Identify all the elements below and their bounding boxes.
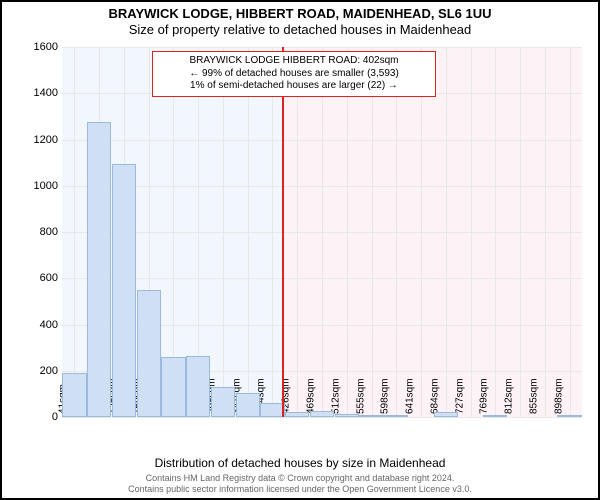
histogram-bar: [112, 164, 136, 417]
gridline-v: [74, 47, 75, 417]
gridline-v: [471, 47, 472, 417]
histogram-bar: [384, 415, 408, 417]
chart-container: BRAYWICK LODGE, HIBBERT ROAD, MAIDENHEAD…: [0, 0, 600, 500]
x-tick-label: 641sqm: [405, 378, 416, 417]
histogram-bar: [285, 412, 309, 417]
histogram-bar: [137, 290, 161, 417]
y-tick-label: 1400: [34, 87, 62, 99]
y-tick-label: 1000: [34, 180, 62, 192]
gridline-v: [545, 47, 546, 417]
gridline-v: [297, 47, 298, 417]
annotation-box: BRAYWICK LODGE HIBBERT ROAD: 402sqm← 99%…: [152, 51, 436, 97]
x-tick-label: 555sqm: [355, 378, 366, 417]
y-tick-label: 200: [40, 365, 62, 377]
x-axis-title: Distribution of detached houses by size …: [2, 456, 598, 470]
annotation-line2: ← 99% of detached houses are smaller (3,…: [159, 68, 429, 81]
gridline-h: [62, 417, 582, 418]
y-tick-label: 800: [40, 226, 62, 238]
footer-line2: Contains public sector information licen…: [2, 484, 598, 495]
x-tick-label: 898sqm: [553, 378, 564, 417]
annotation-line1: BRAYWICK LODGE HIBBERT ROAD: 402sqm: [159, 55, 429, 68]
gridline-v: [446, 47, 447, 417]
gridline-v: [495, 47, 496, 417]
histogram-bar: [359, 415, 383, 417]
x-tick-label: 684sqm: [429, 378, 440, 417]
gridline-v: [520, 47, 521, 417]
chart-title-line2: Size of property relative to detached ho…: [2, 22, 598, 37]
reference-line: [282, 47, 284, 417]
histogram-bar: [260, 403, 284, 417]
x-tick-label: 769sqm: [479, 378, 490, 417]
gridline-v: [347, 47, 348, 417]
gridline-v: [272, 47, 273, 417]
histogram-bar: [62, 373, 86, 417]
y-tick-label: 600: [40, 272, 62, 284]
histogram-bar: [161, 357, 185, 417]
footer-line1: Contains HM Land Registry data © Crown c…: [2, 473, 598, 484]
x-tick-label: 598sqm: [380, 378, 391, 417]
x-tick-label: 727sqm: [454, 378, 465, 417]
y-tick-label: 1200: [34, 134, 62, 146]
gridline-v: [248, 47, 249, 417]
gridline-v: [570, 47, 571, 417]
gridline-v: [223, 47, 224, 417]
chart-title-line1: BRAYWICK LODGE, HIBBERT ROAD, MAIDENHEAD…: [2, 6, 598, 21]
x-tick-label: 812sqm: [504, 378, 515, 417]
annotation-line3: 1% of semi-detached houses are larger (2…: [159, 80, 429, 93]
histogram-bar: [87, 122, 111, 417]
gridline-v: [322, 47, 323, 417]
gridline-v: [372, 47, 373, 417]
gridline-v: [396, 47, 397, 417]
histogram-bar: [335, 414, 359, 417]
y-tick-label: 1600: [34, 41, 62, 53]
histogram-bar: [557, 415, 581, 417]
y-tick-label: 400: [40, 319, 62, 331]
plot-area: 0200400600800100012001400160041sqm83sqm1…: [62, 47, 582, 417]
histogram-bar: [186, 356, 210, 417]
histogram-bar: [236, 393, 260, 417]
histogram-bar: [310, 411, 334, 417]
x-tick-label: 855sqm: [528, 378, 539, 417]
histogram-bar: [211, 387, 235, 417]
gridline-v: [421, 47, 422, 417]
histogram-bar: [434, 412, 458, 417]
chart-footer: Contains HM Land Registry data © Crown c…: [2, 473, 598, 495]
histogram-bar: [483, 415, 507, 417]
